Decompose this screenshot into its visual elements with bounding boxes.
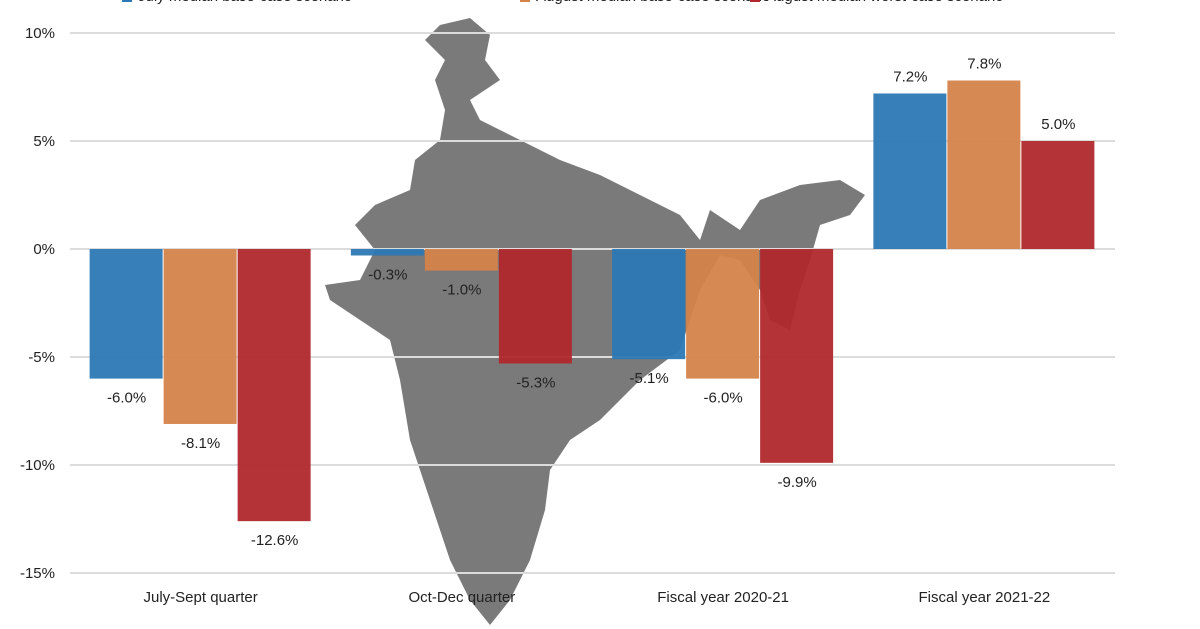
bar xyxy=(89,249,163,379)
data-label: -8.1% xyxy=(181,435,220,452)
legend-label: August median base-case scenario xyxy=(536,0,770,5)
y-tick-label: -5% xyxy=(28,349,55,366)
data-label: -1.0% xyxy=(442,282,481,299)
bar xyxy=(760,249,834,463)
bar xyxy=(873,93,947,249)
y-tick-label: -10% xyxy=(20,457,55,474)
data-label: -5.3% xyxy=(516,374,555,391)
bar xyxy=(237,249,311,522)
y-tick-label: 0% xyxy=(33,241,55,258)
bar xyxy=(350,249,424,256)
data-label: -6.0% xyxy=(107,390,146,407)
data-label: 5.0% xyxy=(1041,116,1075,133)
legend-swatch xyxy=(520,0,530,2)
y-tick-label: 5% xyxy=(33,133,55,150)
india-map-silhouette xyxy=(325,18,865,625)
data-label: -12.6% xyxy=(251,532,299,549)
y-tick-label: -15% xyxy=(20,565,55,582)
data-label: -5.1% xyxy=(630,370,669,387)
data-label: -6.0% xyxy=(704,390,743,407)
bar xyxy=(947,80,1021,250)
bar xyxy=(424,249,498,271)
legend-label: August median worst-case scenario xyxy=(766,0,1004,5)
bar xyxy=(1021,141,1095,249)
data-label: 7.8% xyxy=(967,56,1001,73)
legend-swatch xyxy=(750,0,760,2)
x-tick-label: July-Sept quarter xyxy=(144,589,258,606)
data-label: -0.3% xyxy=(368,266,407,283)
bar xyxy=(612,249,686,360)
x-tick-label: Oct-Dec quarter xyxy=(409,589,516,606)
legend-label: July median base-case scenario xyxy=(138,0,352,5)
y-tick-label: 10% xyxy=(25,25,55,42)
data-label: 7.2% xyxy=(893,68,927,85)
x-tick-label: Fiscal year 2020-21 xyxy=(657,589,789,606)
bar xyxy=(163,249,237,424)
data-label: -9.9% xyxy=(778,474,817,491)
legend-swatch xyxy=(122,0,132,2)
bar xyxy=(498,249,572,364)
bar xyxy=(686,249,760,379)
x-tick-label: Fiscal year 2021-22 xyxy=(919,589,1051,606)
